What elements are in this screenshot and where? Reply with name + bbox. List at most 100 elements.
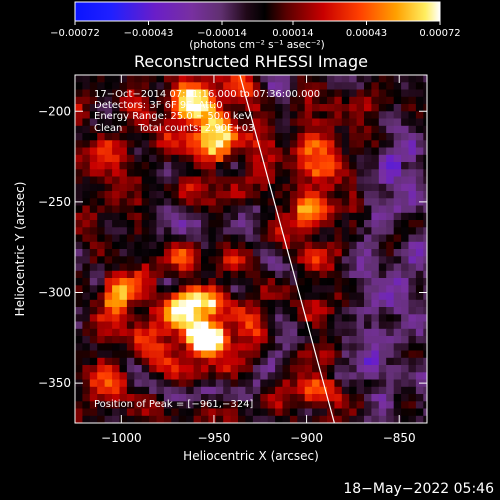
heatmap-cell — [341, 234, 350, 243]
heatmap-cell — [134, 162, 143, 170]
heatmap-cell — [297, 104, 306, 112]
heatmap-cell — [334, 227, 343, 236]
heatmap-cell — [156, 415, 165, 423]
heatmap-cell — [208, 75, 217, 83]
heatmap-cell — [401, 307, 410, 315]
heatmap-cell — [230, 212, 239, 221]
heatmap-cell — [119, 183, 128, 192]
heatmap-cell — [297, 147, 306, 156]
heatmap-cell — [178, 140, 187, 149]
chart-title: Reconstructed RHESSI Image — [134, 52, 368, 71]
heatmap-cell — [267, 350, 276, 359]
heatmap-cell — [112, 104, 121, 112]
heatmap-cell — [215, 314, 224, 323]
heatmap-cell — [75, 96, 84, 105]
heatmap-cell — [193, 394, 202, 402]
heatmap-cell — [304, 401, 313, 410]
heatmap-cell — [82, 183, 91, 192]
heatmap-cell — [141, 133, 150, 141]
heatmap-cell — [75, 328, 84, 337]
heatmap-cell — [297, 263, 306, 272]
heatmap-cell — [334, 82, 343, 91]
heatmap-cell — [223, 154, 232, 163]
heatmap-cell — [230, 96, 239, 105]
heatmap-cell — [215, 299, 224, 308]
heatmap-cell — [304, 75, 313, 83]
heatmap-cell — [401, 111, 410, 120]
heatmap-cell — [423, 350, 427, 359]
heatmap-cell — [312, 321, 321, 330]
heatmap-cell — [304, 343, 313, 352]
heatmap-cell — [327, 118, 336, 127]
heatmap-cell — [171, 285, 180, 294]
heatmap-cell — [89, 176, 98, 185]
heatmap-cell — [238, 336, 247, 344]
heatmap-cell — [156, 270, 165, 279]
heatmap-cell — [312, 336, 321, 344]
heatmap-cell — [163, 147, 172, 156]
heatmap-cell — [334, 89, 343, 98]
heatmap-cell — [126, 270, 135, 279]
heatmap-cell — [423, 343, 427, 352]
heatmap-cell — [112, 133, 121, 141]
heatmap-cell — [297, 321, 306, 330]
heatmap-cell — [238, 169, 247, 178]
heatmap-cell — [267, 401, 276, 410]
heatmap-cell — [386, 205, 395, 214]
heatmap-cell — [149, 372, 158, 381]
heatmap-cell — [260, 394, 269, 402]
heatmap-cell — [112, 220, 121, 228]
heatmap-cell — [119, 89, 128, 98]
heatmap-cell — [297, 154, 306, 163]
heatmap-cell — [126, 104, 135, 112]
heatmap-cell — [245, 205, 254, 214]
heatmap-cell — [393, 241, 402, 250]
heatmap-cell — [267, 198, 276, 207]
heatmap-cell — [401, 263, 410, 272]
heatmap-cell — [134, 292, 143, 301]
heatmap-cell — [186, 321, 195, 330]
heatmap-cell — [401, 357, 410, 366]
heatmap-cell — [297, 365, 306, 373]
heatmap-cell — [334, 307, 343, 315]
heatmap-cell — [349, 75, 358, 83]
heatmap-cell — [156, 96, 165, 105]
heatmap-cell — [371, 169, 380, 178]
heatmap-cell — [386, 249, 395, 257]
heatmap-cell — [89, 401, 98, 410]
heatmap-cell — [201, 111, 210, 120]
heatmap-cell — [126, 162, 135, 170]
heatmap-cell — [171, 263, 180, 272]
heatmap-cell — [201, 314, 210, 323]
heatmap-cell — [238, 234, 247, 243]
heatmap-cell — [223, 176, 232, 185]
heatmap-cell — [82, 234, 91, 243]
heatmap-cell — [82, 372, 91, 381]
heatmap-cell — [304, 220, 313, 228]
heatmap-cell — [356, 234, 365, 243]
heatmap-cell — [75, 147, 84, 156]
heatmap-cell — [393, 328, 402, 337]
heatmap-cell — [215, 104, 224, 112]
heatmap-cell — [252, 227, 261, 236]
heatmap-cell — [215, 75, 224, 83]
heatmap-cell — [238, 415, 247, 423]
heatmap-cell — [341, 278, 350, 286]
heatmap-cell — [319, 162, 328, 170]
heatmap-cell — [149, 256, 158, 265]
heatmap-cell — [275, 75, 284, 83]
heatmap-cell — [201, 227, 210, 236]
heatmap-cell — [223, 198, 232, 207]
heatmap-cell — [415, 328, 424, 337]
heatmap-cell — [97, 154, 106, 163]
heatmap-cell — [341, 321, 350, 330]
heatmap-cell — [252, 183, 261, 192]
heatmap-cell — [282, 191, 291, 199]
heatmap-cell — [312, 299, 321, 308]
heatmap-cell — [215, 415, 224, 423]
heatmap-cell — [423, 415, 427, 423]
heatmap-cell — [275, 401, 284, 410]
heatmap-cell — [297, 198, 306, 207]
heatmap-cell — [364, 104, 373, 112]
heatmap-cell — [149, 415, 158, 423]
